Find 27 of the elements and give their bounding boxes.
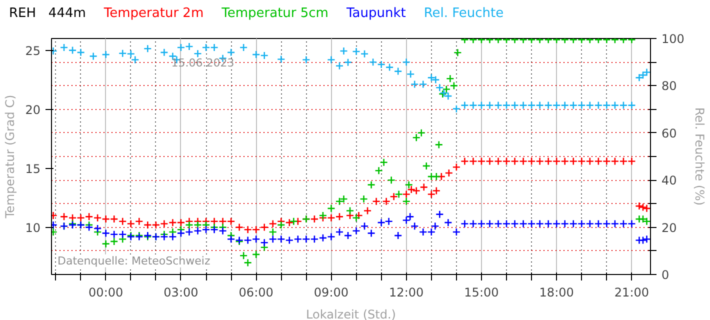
y2-tick-label: 60	[662, 126, 677, 140]
y-tick-label: 15	[25, 162, 41, 176]
x-tick-label: 21:00	[614, 286, 650, 300]
x-axis-title: Lokalzeit (Std.)	[306, 308, 396, 320]
x-tick-label: 18:00	[539, 286, 574, 300]
x-tick-label: 00:00	[88, 286, 124, 300]
y2-tick-label: 100	[662, 32, 684, 46]
text: Taupunkt	[346, 5, 406, 23]
x-tick-label: 15:00	[464, 286, 499, 300]
x-tick-label: 09:00	[314, 286, 349, 300]
y2-tick-label: 20	[662, 220, 677, 235]
text: Temperatur 2m	[104, 5, 204, 23]
y-tick-label: 25	[25, 44, 41, 58]
x-tick-label: 03:00	[164, 286, 198, 300]
y2-tick-label: 40	[662, 174, 677, 188]
y-tick-label: 20	[25, 102, 41, 117]
text: Rel. Feuchte	[424, 5, 504, 23]
annotation: Datenquelle: MeteoSchweiz	[57, 254, 210, 268]
x-tick-label: 12:00	[389, 286, 424, 300]
y2-tick-label: 0	[662, 268, 670, 282]
y-axis-title: Temperatur (Grad C)	[3, 94, 18, 220]
x-tick-label: 06:00	[238, 286, 274, 300]
text: Temperatur 5cm	[222, 5, 328, 23]
chart-title: REH 444m	[9, 5, 86, 23]
y2-tick-label: 80	[662, 79, 677, 94]
y-tick-label: 10	[25, 220, 41, 235]
y2-axis-title: Rel. Feuchte (%)	[692, 107, 706, 206]
